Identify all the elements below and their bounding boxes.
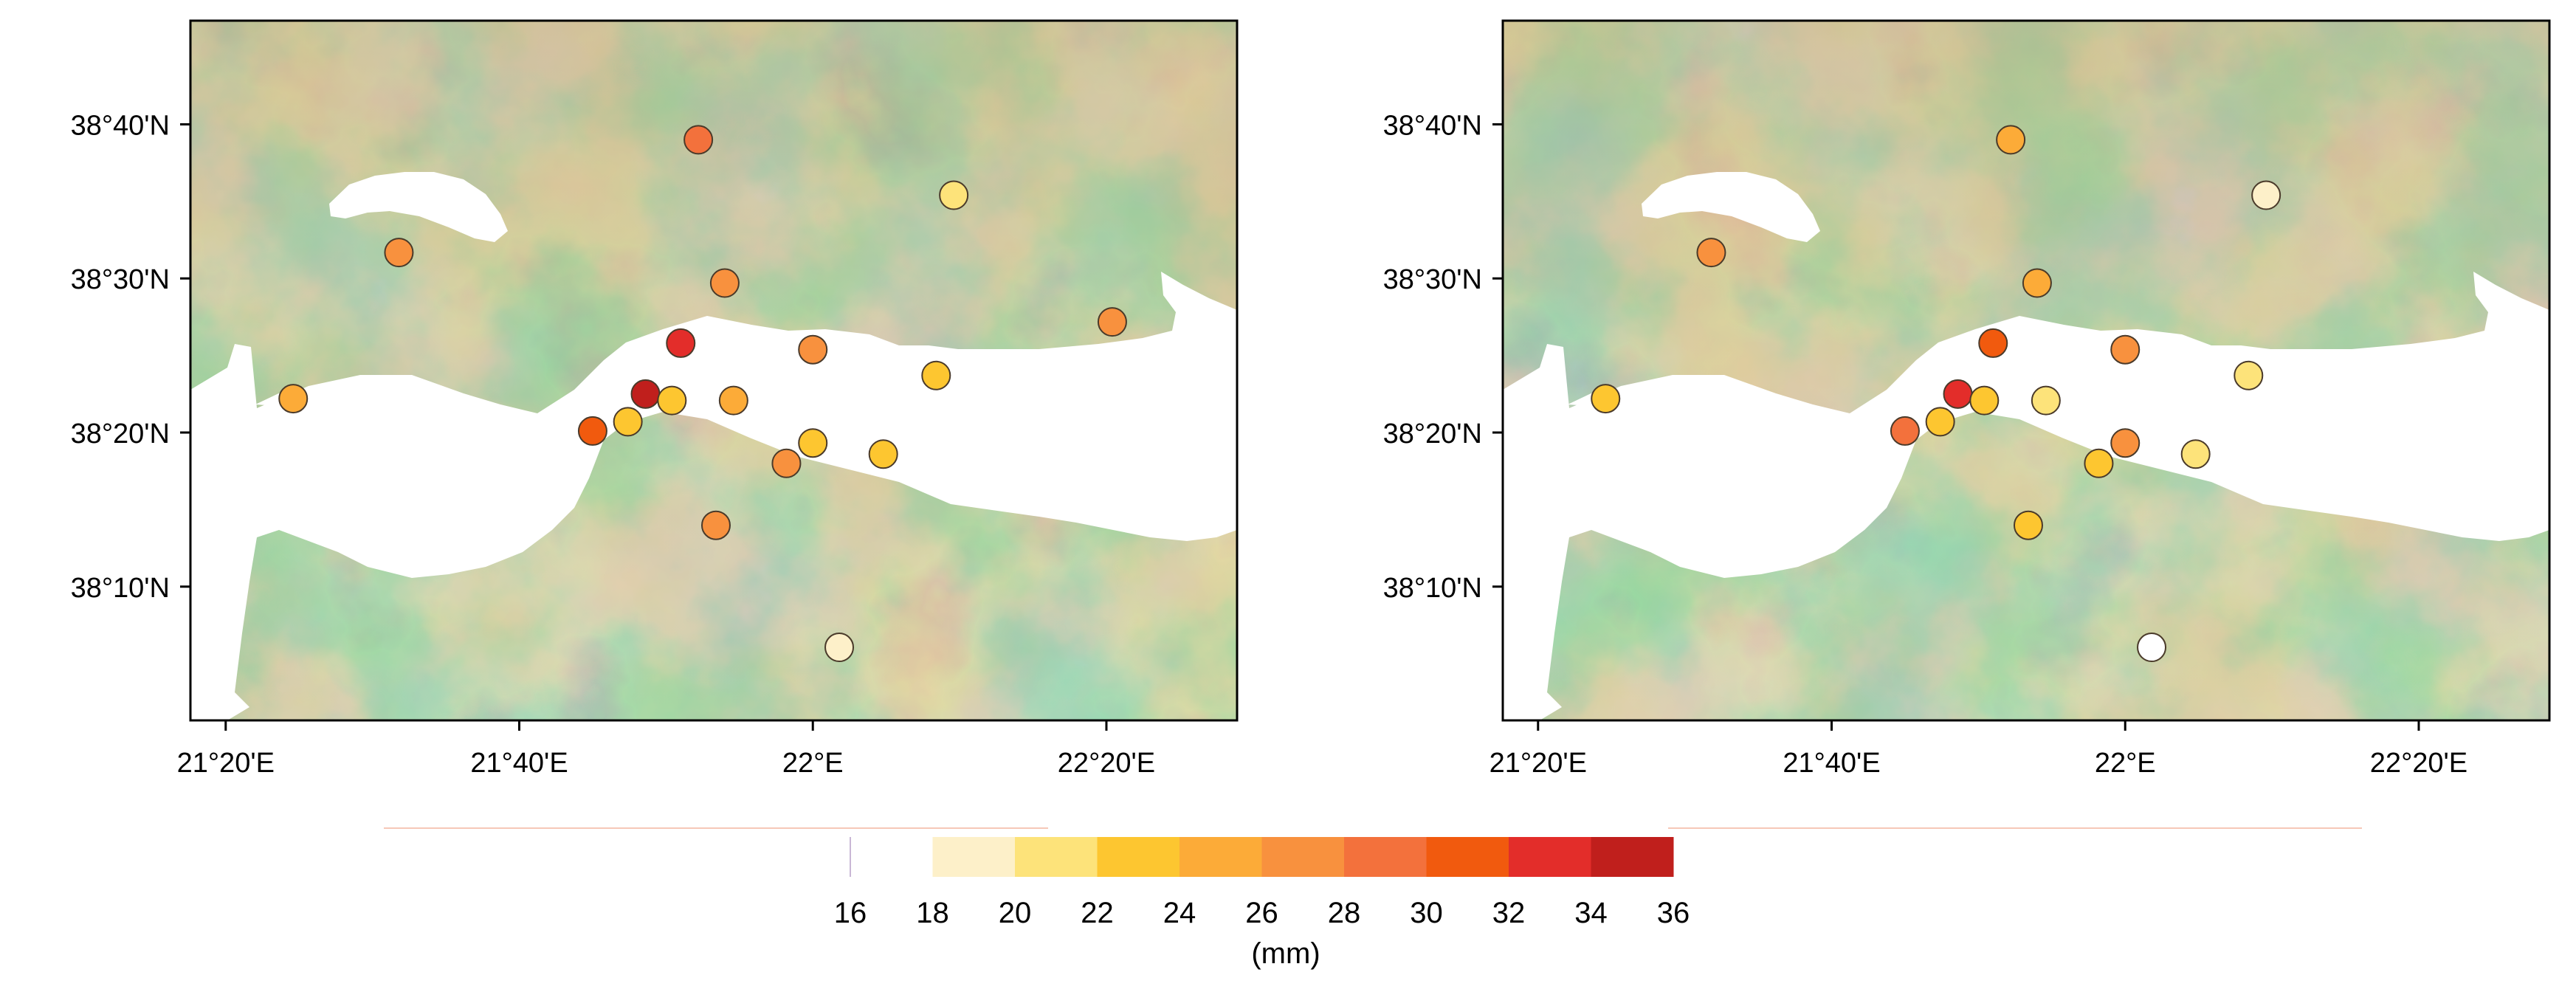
colorbar-tick-label: 20: [999, 897, 1032, 929]
station-marker: [2022, 268, 2052, 298]
lon-axis: 21°20'E 21°40'E 22°E 22°20'E: [177, 720, 1155, 779]
station-marker: [2180, 439, 2211, 469]
station-marker: [1696, 238, 1726, 268]
lon-tick-label: 21°20'E: [177, 748, 275, 779]
colorbar: 16 18 20 22 24 26 28 30 32 34 36 (mm): [834, 837, 1690, 970]
station-marker: [798, 334, 828, 365]
station-marker: [2137, 633, 2167, 663]
station-marker: [1890, 416, 1920, 446]
colorbar-swatch: [1426, 837, 1509, 877]
lon-tick-label: 21°40'E: [470, 748, 568, 779]
station-marker: [2084, 448, 2114, 478]
station-marker: [709, 268, 740, 298]
colorbar-tick-label: 24: [1163, 897, 1196, 929]
station-marker: [1969, 385, 2000, 416]
lat-tick-label: 38°30'N: [1383, 264, 1482, 295]
colorbar-tick-label: 34: [1574, 897, 1608, 929]
map-frame: [189, 19, 1239, 722]
lon-tick-label: 22°20'E: [2370, 748, 2467, 779]
station-markers: [278, 125, 1127, 663]
lat-tick-label: 38°40'N: [1383, 110, 1482, 141]
station-marker: [2110, 334, 2141, 365]
colorbar-swatch: [1509, 837, 1591, 877]
station-marker: [2110, 428, 2141, 458]
colorbar-tick-label: 36: [1657, 897, 1690, 929]
lat-tick-label: 38°10'N: [1383, 573, 1482, 604]
station-marker: [613, 407, 643, 437]
station-marker: [2031, 385, 2061, 416]
colorbar-swatch: [1015, 837, 1098, 877]
lat-tick-label: 38°20'N: [1383, 418, 1482, 450]
colorbar-swatch: [1591, 837, 1674, 877]
colorbar-tick-label: 18: [916, 897, 949, 929]
map-panel-left: 38°40'N 38°30'N 38°20'N 38°10'N 21°20'E 21°4…: [71, 19, 1239, 779]
colorbar-ticks: 16 18 20 22 24 26 28 30 32 34 36: [834, 897, 1690, 929]
station-marker: [683, 125, 714, 155]
station-markers: [1591, 125, 2281, 663]
lat-tick-label: 38°10'N: [71, 573, 170, 604]
station-marker: [278, 384, 309, 414]
station-marker: [700, 510, 731, 540]
colorbar-swatch: [1344, 837, 1427, 877]
lon-tick-label: 21°40'E: [1783, 748, 1880, 779]
station-marker: [824, 633, 855, 663]
station-marker: [666, 328, 696, 358]
station-marker: [657, 385, 687, 416]
station-marker: [2013, 510, 2043, 540]
colorbar-tick-label: 26: [1245, 897, 1278, 929]
colorbar-tick-label: 32: [1492, 897, 1526, 929]
station-marker: [1097, 307, 1127, 337]
lat-tick-label: 38°40'N: [71, 110, 170, 141]
station-marker: [1925, 407, 1955, 437]
lon-axis: 21°20'E 21°40'E 22°E 22°20'E: [1490, 720, 2467, 779]
lon-tick-label: 21°20'E: [1490, 748, 1587, 779]
station-marker: [868, 439, 898, 469]
lat-tick-label: 38°20'N: [71, 418, 170, 450]
station-marker: [2251, 180, 2281, 210]
colorbar-swatch: [850, 837, 933, 877]
lat-axis: 38°40'N 38°30'N 38°20'N 38°10'N: [1383, 110, 1503, 604]
station-marker: [384, 238, 414, 268]
station-marker: [771, 448, 802, 478]
colorbar-swatches: [850, 837, 1674, 877]
station-marker: [1943, 379, 1973, 409]
colorbar-swatch: [1179, 837, 1262, 877]
map-panel-right: 38°40'N 38°30'N 38°20'N 38°10'N 21°20'E 21°4…: [1383, 19, 2551, 779]
lat-tick-label: 38°30'N: [71, 264, 170, 295]
lon-tick-label: 22°E: [2095, 748, 2156, 779]
station-marker: [577, 416, 607, 446]
station-marker: [630, 379, 661, 409]
map-frame: [1501, 19, 2551, 722]
station-marker: [2234, 360, 2264, 390]
colorbar-tick-label: 16: [834, 897, 867, 929]
lon-tick-label: 22°20'E: [1058, 748, 1155, 779]
colorbar-swatch: [932, 837, 1016, 877]
lat-axis: 38°40'N 38°30'N 38°20'N 38°10'N: [71, 110, 190, 604]
station-marker: [1996, 125, 2026, 155]
colorbar-swatch: [1261, 837, 1345, 877]
lon-tick-label: 22°E: [782, 748, 844, 779]
colorbar-tick-label: 28: [1328, 897, 1361, 929]
colorbar-tick-label: 30: [1410, 897, 1443, 929]
station-marker: [718, 385, 748, 416]
station-marker: [798, 428, 828, 458]
station-marker: [939, 180, 969, 210]
station-marker: [1591, 384, 1621, 414]
station-marker: [921, 360, 951, 390]
colorbar-swatch: [1097, 837, 1180, 877]
station-marker: [1978, 328, 2008, 358]
colorbar-tick-label: 22: [1081, 897, 1114, 929]
colorbar-unit-label: (mm): [1251, 937, 1320, 970]
